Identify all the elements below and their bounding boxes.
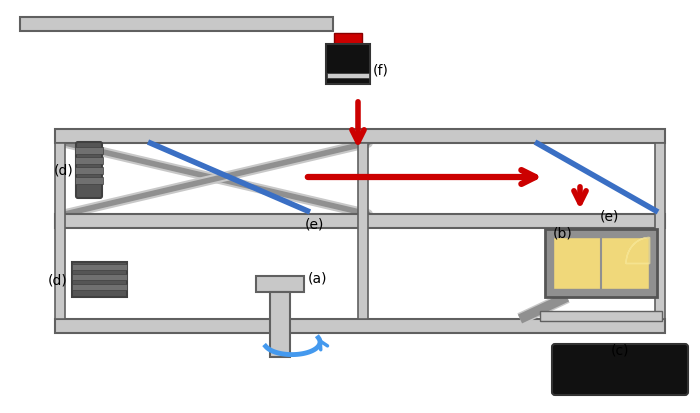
FancyBboxPatch shape (75, 158, 103, 165)
FancyBboxPatch shape (75, 168, 103, 175)
FancyBboxPatch shape (327, 74, 369, 79)
FancyBboxPatch shape (540, 311, 662, 321)
FancyBboxPatch shape (75, 178, 103, 185)
FancyBboxPatch shape (553, 237, 649, 289)
FancyBboxPatch shape (72, 264, 127, 271)
FancyBboxPatch shape (655, 144, 665, 319)
FancyBboxPatch shape (256, 276, 304, 292)
FancyBboxPatch shape (270, 292, 290, 357)
FancyBboxPatch shape (75, 147, 103, 154)
FancyBboxPatch shape (72, 284, 127, 290)
FancyBboxPatch shape (55, 319, 665, 333)
Text: (e): (e) (305, 218, 324, 231)
FancyBboxPatch shape (358, 144, 368, 319)
FancyBboxPatch shape (55, 144, 65, 319)
FancyBboxPatch shape (72, 274, 127, 280)
Text: (b): (b) (553, 226, 573, 240)
FancyBboxPatch shape (20, 18, 333, 32)
FancyBboxPatch shape (545, 230, 657, 297)
FancyBboxPatch shape (552, 344, 688, 395)
Text: (c): (c) (610, 343, 629, 357)
Text: (a): (a) (308, 271, 328, 285)
FancyBboxPatch shape (76, 142, 102, 199)
Text: (f): (f) (373, 63, 389, 77)
Text: (d): (d) (53, 164, 73, 178)
Text: (d): (d) (48, 272, 67, 286)
Text: (e): (e) (600, 209, 620, 223)
FancyBboxPatch shape (326, 45, 370, 85)
FancyBboxPatch shape (334, 34, 362, 50)
FancyBboxPatch shape (55, 130, 665, 144)
FancyBboxPatch shape (72, 262, 127, 297)
FancyBboxPatch shape (55, 214, 665, 228)
